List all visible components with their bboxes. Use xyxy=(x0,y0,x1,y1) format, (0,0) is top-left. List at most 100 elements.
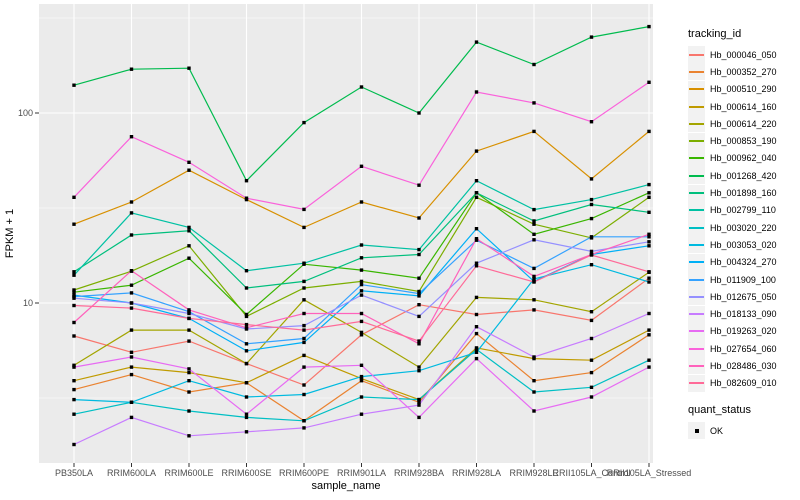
data-point xyxy=(187,66,191,70)
data-point xyxy=(647,232,651,236)
data-point xyxy=(647,80,651,84)
data-point xyxy=(72,222,76,226)
series-color-line-icon xyxy=(689,70,704,73)
legend: tracking_id Hb_000046_050 Hb_000352_270 Hb… xyxy=(688,28,800,440)
data-point xyxy=(417,365,421,369)
data-point xyxy=(72,365,76,369)
data-point xyxy=(187,370,191,375)
data-point xyxy=(532,238,536,242)
legend-item-label: Hb_000614_160 xyxy=(710,101,777,112)
legend-quant-status: quant_status OK xyxy=(688,403,800,440)
data-point xyxy=(532,219,536,223)
data-point xyxy=(302,419,306,423)
legend-title-quant-status: quant_status xyxy=(688,403,751,416)
data-point xyxy=(589,216,594,221)
data-point xyxy=(359,363,364,367)
data-point xyxy=(474,40,479,44)
data-point xyxy=(244,196,249,200)
data-point xyxy=(474,227,479,231)
data-point xyxy=(417,216,421,220)
data-point xyxy=(129,301,134,305)
data-point xyxy=(72,273,76,277)
data-point xyxy=(647,311,651,316)
data-point xyxy=(532,207,536,212)
data-point xyxy=(302,286,306,290)
data-point xyxy=(129,306,134,310)
series-color-line-icon xyxy=(689,88,704,91)
x-tick-label: RRIM928LE xyxy=(509,468,558,478)
legend-title-tracking-id: tracking_id xyxy=(688,28,742,40)
legend-item-label: Hb_000046_050 xyxy=(710,49,777,60)
legend-item: Hb_019263_020 xyxy=(688,322,800,340)
data-point xyxy=(72,83,76,87)
legend-item: Hb_018133_090 xyxy=(688,305,800,323)
series-color-line-icon xyxy=(689,209,704,212)
data-point xyxy=(474,350,479,354)
data-point xyxy=(302,207,306,212)
data-point xyxy=(244,286,249,290)
legend-item-label: Hb_004324_270 xyxy=(710,257,777,268)
data-point xyxy=(359,85,364,89)
legend-item: Hb_028486_030 xyxy=(688,357,800,375)
series-color-line-icon xyxy=(689,278,704,281)
legend-item: Hb_011909_100 xyxy=(688,271,800,288)
data-point xyxy=(474,179,479,183)
data-point xyxy=(187,229,191,233)
legend-item-label: Hb_003053_020 xyxy=(710,239,777,250)
data-point xyxy=(359,279,364,284)
data-point xyxy=(359,412,364,416)
data-point xyxy=(474,347,479,352)
data-point xyxy=(359,282,364,287)
data-point xyxy=(647,191,651,195)
data-point xyxy=(187,256,191,260)
data-point xyxy=(647,270,651,274)
data-point xyxy=(474,331,479,336)
series-color-line-icon xyxy=(689,382,704,385)
data-point xyxy=(589,263,594,267)
legend-key-line xyxy=(688,149,705,167)
data-point xyxy=(187,244,191,248)
series-color-line-icon xyxy=(689,192,704,195)
x-tick-label: RRIM600LA xyxy=(107,468,156,478)
series-color-line-icon xyxy=(689,53,704,56)
data-point xyxy=(532,308,536,312)
data-point xyxy=(532,390,536,394)
legend-key-line xyxy=(688,236,705,254)
legend-item: Hb_003053_020 xyxy=(688,236,800,254)
data-point xyxy=(647,182,651,187)
data-point xyxy=(129,365,134,369)
data-point xyxy=(359,289,364,293)
data-point xyxy=(532,298,536,302)
data-point xyxy=(474,237,479,241)
data-point xyxy=(302,392,306,397)
data-point xyxy=(417,403,421,407)
data-point xyxy=(302,336,306,341)
series-color-line-icon xyxy=(689,347,704,350)
data-point xyxy=(532,355,536,359)
data-point xyxy=(532,62,536,67)
data-point xyxy=(417,291,421,296)
data-point xyxy=(417,294,421,298)
data-point xyxy=(474,312,479,317)
legend-item-label: Hb_019263_020 xyxy=(710,326,777,337)
legend-key-line xyxy=(688,374,705,392)
data-point xyxy=(474,149,479,153)
data-point xyxy=(589,120,594,124)
data-point xyxy=(244,361,249,366)
data-point xyxy=(72,290,76,294)
data-point xyxy=(302,426,306,430)
data-point xyxy=(417,339,421,343)
data-point xyxy=(72,303,76,308)
legend-item: Hb_000046_050 xyxy=(688,46,800,64)
x-tick-label: PB350LA xyxy=(55,468,93,478)
data-point xyxy=(244,322,249,327)
legend-key-line xyxy=(688,98,705,116)
data-point xyxy=(72,379,76,383)
y-axis-title: FPKM + 1 xyxy=(4,209,16,258)
legend-item-label: Hb_000352_270 xyxy=(710,66,777,77)
data-point xyxy=(532,277,536,281)
legend-item: Hb_082609_010 xyxy=(688,374,800,392)
data-point xyxy=(532,129,536,134)
data-point xyxy=(244,381,249,385)
